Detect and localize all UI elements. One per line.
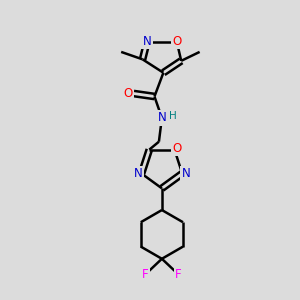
Text: N: N bbox=[182, 167, 190, 180]
Text: N: N bbox=[158, 111, 166, 124]
Text: O: O bbox=[172, 142, 182, 154]
Text: F: F bbox=[142, 268, 149, 281]
Text: O: O bbox=[172, 35, 182, 48]
Text: H: H bbox=[169, 110, 177, 121]
Text: O: O bbox=[124, 87, 133, 100]
Text: N: N bbox=[134, 167, 142, 180]
Text: F: F bbox=[175, 268, 181, 281]
Text: N: N bbox=[143, 35, 152, 48]
